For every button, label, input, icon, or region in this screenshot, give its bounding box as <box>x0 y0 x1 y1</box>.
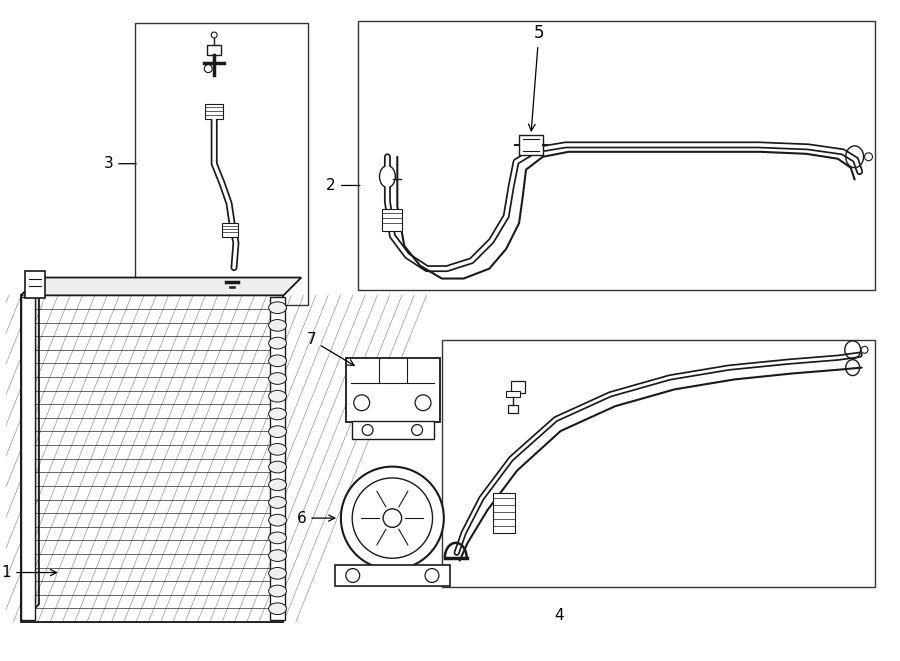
Bar <box>207 45 221 55</box>
Ellipse shape <box>268 514 286 526</box>
Bar <box>442 340 876 588</box>
Bar <box>493 493 515 533</box>
Bar <box>222 223 238 237</box>
Circle shape <box>212 32 217 38</box>
Ellipse shape <box>268 408 286 420</box>
Polygon shape <box>22 278 302 295</box>
Bar <box>270 297 285 620</box>
Circle shape <box>204 65 212 73</box>
Ellipse shape <box>268 461 286 473</box>
Bar <box>382 210 402 231</box>
Circle shape <box>362 424 374 436</box>
Ellipse shape <box>268 319 286 331</box>
Text: 3: 3 <box>104 156 136 171</box>
Bar <box>335 564 450 586</box>
Ellipse shape <box>268 585 286 597</box>
Ellipse shape <box>268 337 286 349</box>
Text: 5: 5 <box>528 24 544 131</box>
Ellipse shape <box>268 496 286 508</box>
Bar <box>135 23 308 305</box>
Bar <box>508 405 518 413</box>
Circle shape <box>352 478 433 559</box>
Ellipse shape <box>268 603 286 615</box>
Bar <box>511 381 525 393</box>
Bar <box>352 421 434 439</box>
Ellipse shape <box>268 391 286 402</box>
Ellipse shape <box>268 355 286 367</box>
Ellipse shape <box>268 426 286 438</box>
Circle shape <box>861 346 868 353</box>
Bar <box>519 135 543 155</box>
Bar <box>205 104 223 119</box>
Bar <box>506 391 520 397</box>
Ellipse shape <box>268 532 286 544</box>
Ellipse shape <box>268 302 286 313</box>
Circle shape <box>346 568 360 582</box>
Text: 4: 4 <box>554 607 563 623</box>
Text: 6: 6 <box>296 510 335 525</box>
Circle shape <box>354 395 370 410</box>
Ellipse shape <box>268 567 286 579</box>
Ellipse shape <box>268 479 286 490</box>
Bar <box>22 297 35 620</box>
Text: 2: 2 <box>327 178 360 193</box>
Circle shape <box>425 568 439 582</box>
Ellipse shape <box>268 444 286 455</box>
Ellipse shape <box>268 373 286 384</box>
Circle shape <box>411 424 423 436</box>
Bar <box>22 295 284 622</box>
Ellipse shape <box>380 166 395 188</box>
Text: 7: 7 <box>307 332 354 366</box>
Bar <box>357 21 876 290</box>
Ellipse shape <box>268 550 286 561</box>
Bar <box>346 358 440 422</box>
Text: 1: 1 <box>2 565 57 580</box>
Circle shape <box>341 467 444 570</box>
Circle shape <box>383 509 401 527</box>
Circle shape <box>865 153 872 161</box>
Circle shape <box>415 395 431 410</box>
Bar <box>25 270 45 298</box>
Polygon shape <box>22 278 39 622</box>
